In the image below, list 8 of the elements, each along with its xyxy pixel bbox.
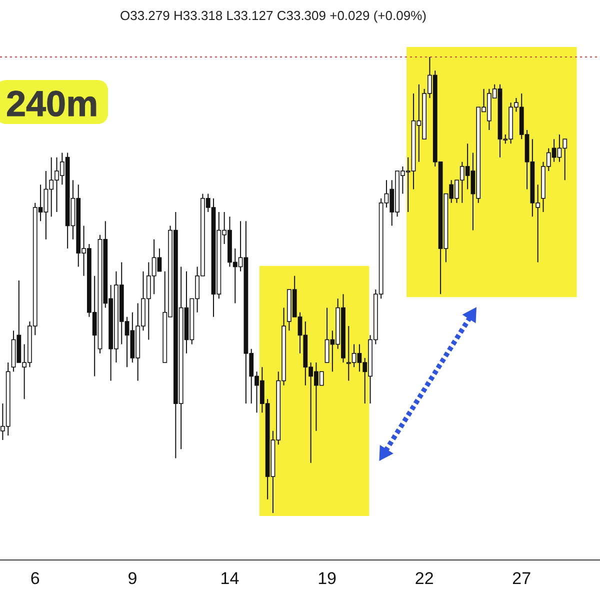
x-tick-label: 27 [512, 569, 532, 588]
x-tick-label: 9 [128, 569, 138, 588]
x-tick-label: 22 [414, 569, 434, 588]
x-tick-label: 6 [30, 569, 40, 588]
x-tick-label: 14 [220, 569, 240, 588]
x-tick-label: 19 [318, 569, 336, 588]
annotation: 240m [6, 83, 98, 124]
text: O33.279 H33.318 L33.127 C33.309 +0.029 (+0.09%) [120, 8, 426, 23]
